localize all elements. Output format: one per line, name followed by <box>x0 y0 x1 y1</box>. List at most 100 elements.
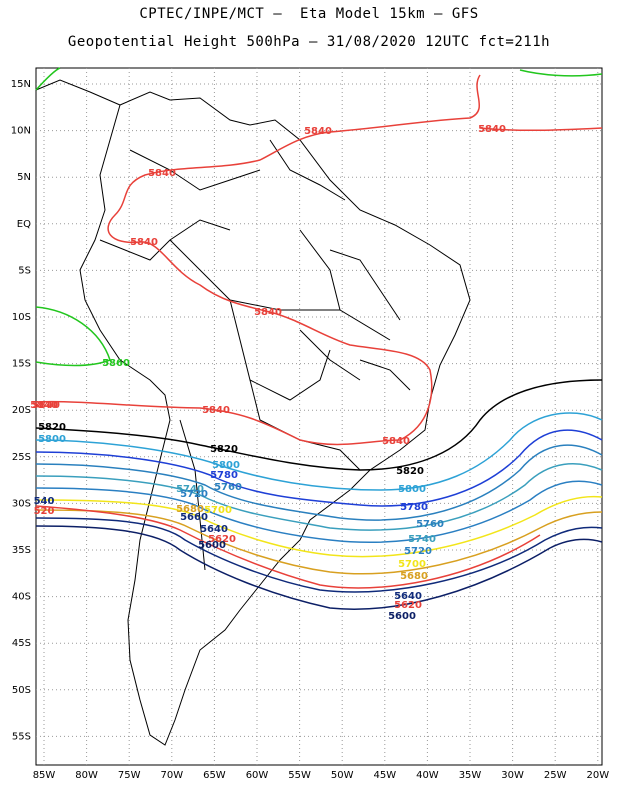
lat-tick-label: 5S <box>18 265 31 276</box>
border-bolivia <box>229 299 331 401</box>
contour-label: 5820 <box>38 422 66 433</box>
contour-5800 <box>35 412 603 491</box>
contour-label: 5680 <box>400 571 428 582</box>
border-peru <box>99 219 231 261</box>
lon-tick-label: 50W <box>331 770 354 781</box>
border-brazil-west <box>169 239 391 341</box>
contour-5740 <box>35 463 603 531</box>
edge-contour-label: 520 <box>34 506 55 517</box>
contour-label: 5840 <box>148 168 176 179</box>
contour-label: 5840 <box>32 400 60 411</box>
lon-tick-label: 75W <box>118 770 141 781</box>
contour-label: 5720 <box>404 546 432 557</box>
coastlines <box>35 79 471 746</box>
south-america-coast <box>79 91 471 746</box>
lon-tick-label: 25W <box>544 770 567 781</box>
contour-5600 <box>35 525 603 610</box>
contour-label: 5700 <box>204 505 232 516</box>
lon-tick-label: 60W <box>246 770 269 781</box>
contour-5860 <box>35 67 61 91</box>
lat-tick-label: 40S <box>12 592 31 603</box>
contour-5780 <box>35 429 603 507</box>
lat-tick-label: 25S <box>12 452 31 463</box>
graticule <box>36 68 602 765</box>
contour-5720 <box>35 480 603 544</box>
lon-tick-label: 40W <box>416 770 439 781</box>
contour-5840 <box>35 74 481 446</box>
lon-tick-label: 30W <box>501 770 524 781</box>
contour-label: 5660 <box>180 512 208 523</box>
lat-tick-label: 45S <box>12 638 31 649</box>
title-model: CPTEC/INPE/MCT – Eta Model 15km – GFS <box>139 6 479 22</box>
border-colombia <box>129 149 261 191</box>
map-frame <box>35 67 603 766</box>
contour-5640 <box>35 517 603 593</box>
contour-label: 5800 <box>398 484 426 495</box>
contour-label: 5760 <box>416 519 444 530</box>
contour-label: 5800 <box>212 460 240 471</box>
contour-label: 5840 <box>254 307 282 318</box>
contour-label: 5740 <box>176 484 204 495</box>
central-america-coast <box>35 79 121 106</box>
contour-label: 5820 <box>210 444 238 455</box>
contour-label: 5740 <box>408 534 436 545</box>
contour-label: 5720 <box>180 489 208 500</box>
contour-5620 <box>35 505 541 589</box>
lat-tick-label: 5N <box>17 172 31 183</box>
contour-label: 5800 <box>38 434 66 445</box>
contour-label: 5620 <box>394 600 422 611</box>
contour-labels: 5860 5840 5840 5840 5840 5840 5840 5840 5840 5820… <box>30 124 506 622</box>
geopotential-contours <box>35 67 603 610</box>
lat-tick-label: 50S <box>12 685 31 696</box>
lon-tick-label: 35W <box>459 770 482 781</box>
contour-label: 5600 <box>388 611 416 622</box>
contour-label: 5640 <box>200 524 228 535</box>
contour-5820 <box>35 379 603 471</box>
contour-label: 5860 <box>102 358 130 369</box>
lon-tick-label: 45W <box>373 770 396 781</box>
contour-label: 5840 <box>304 126 332 137</box>
contour-label: 5620 <box>208 534 236 545</box>
lat-tick-label: 55S <box>12 731 31 742</box>
contour-5860 <box>35 306 111 367</box>
title-field: Geopotential Height 500hPa – 31/08/2020 … <box>67 34 551 50</box>
lat-tick-label: 10S <box>12 312 31 323</box>
lon-tick-label: 65W <box>203 770 226 781</box>
border-guianas <box>269 139 346 201</box>
edge-contour-label: 540 <box>34 496 55 507</box>
contour-label: 5640 <box>394 591 422 602</box>
lon-tick-label: 20W <box>586 770 609 781</box>
contour-label: 5780 <box>210 470 238 481</box>
edge-contour-label: 5840 <box>30 400 58 411</box>
lon-tick-label: 80W <box>75 770 98 781</box>
lat-tick-label: 35S <box>12 545 31 556</box>
lat-tick-label: 10N <box>11 126 31 137</box>
contour-5840 <box>479 127 603 132</box>
contour-label: 5780 <box>400 502 428 513</box>
contour-5760 <box>35 444 603 521</box>
axis-tick-labels: 85W 80W 75W 70W 65W 60W 55W 50W 45W 40W 35W 30W 25W 2… <box>11 79 609 781</box>
contour-label: 5820 <box>396 466 424 477</box>
contour-label: 5840 <box>130 237 158 248</box>
contour-label: 5840 <box>202 405 230 416</box>
lat-tick-label: 30S <box>12 498 31 509</box>
lon-tick-label: 85W <box>33 770 56 781</box>
contour-label: 5840 <box>382 436 410 447</box>
lon-tick-label: 70W <box>160 770 183 781</box>
contour-label: 5760 <box>214 482 242 493</box>
lon-tick-label: 55W <box>288 770 311 781</box>
contour-5680 <box>35 509 603 575</box>
lat-tick-label: 15S <box>12 359 31 370</box>
contour-5860 <box>519 69 603 77</box>
contour-5700 <box>35 495 603 558</box>
lat-tick-label: 20S <box>12 405 31 416</box>
lat-tick-label: EQ <box>17 219 31 230</box>
contour-label: 5700 <box>398 559 426 570</box>
contour-label: 5600 <box>198 540 226 551</box>
lat-tick-label: 15N <box>11 79 31 90</box>
brazil-states <box>299 229 411 391</box>
border-andes <box>179 419 206 571</box>
contour-label: 5840 <box>478 124 506 135</box>
contour-label: 5680 <box>176 504 204 515</box>
